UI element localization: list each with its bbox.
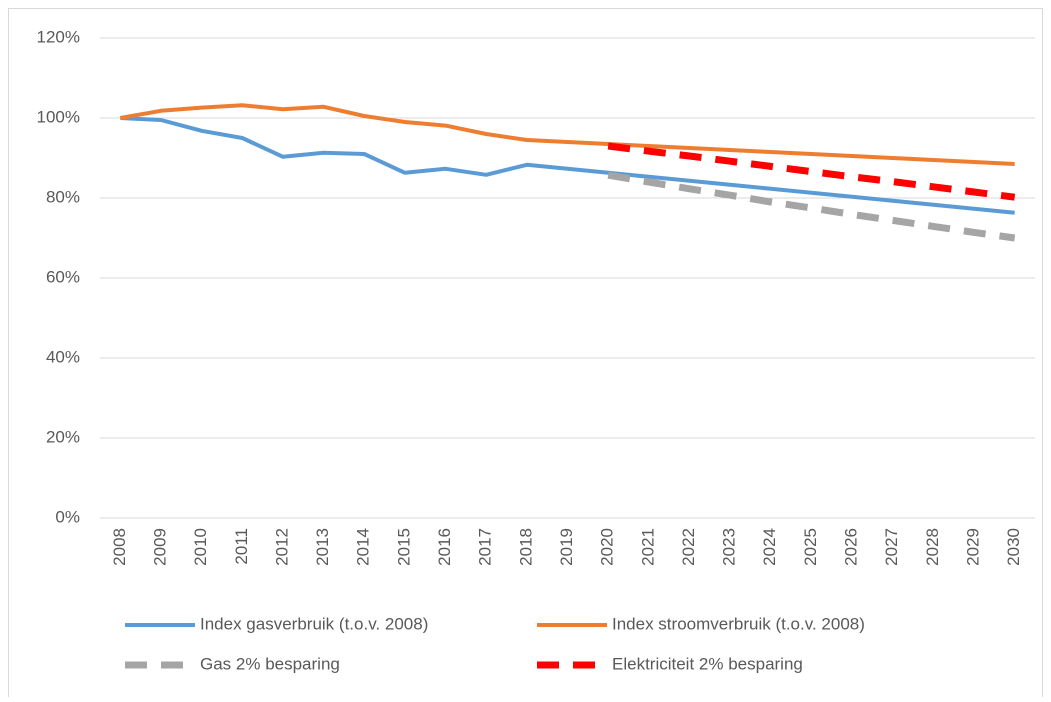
x-tick-label: 2023 [720, 528, 739, 566]
x-tick-label: 2022 [679, 528, 698, 566]
x-tick-label: 2018 [516, 528, 535, 566]
y-tick-label: 80% [46, 187, 80, 206]
series-line [120, 116, 1015, 215]
x-tick-label: 2029 [964, 528, 983, 566]
x-tick-label: 2011 [232, 528, 251, 565]
x-tick-label: 2020 [598, 528, 617, 566]
series-line [607, 171, 1016, 242]
x-tick-label: 2008 [110, 528, 129, 566]
y-tick-label: 20% [46, 427, 80, 446]
x-tick-label: 2013 [313, 528, 332, 566]
x-tick-label: 2012 [272, 528, 291, 566]
x-tick-label: 2025 [801, 528, 820, 566]
y-tick-label: 100% [37, 107, 80, 126]
legend-label: Index gasverbruik (t.o.v. 2008) [200, 614, 428, 633]
x-tick-label: 2030 [1004, 528, 1023, 566]
legend-label: Gas 2% besparing [200, 654, 340, 673]
series-line [119, 103, 1015, 166]
x-tick-label: 2027 [882, 528, 901, 566]
x-tick-label: 2015 [394, 528, 413, 566]
series-line [607, 142, 1016, 201]
x-tick-label: 2010 [191, 528, 210, 566]
x-tick-label: 2019 [557, 528, 576, 566]
y-tick-label: 0% [55, 507, 80, 526]
chart-border [8, 8, 1043, 702]
x-tick-label: 2026 [842, 528, 861, 566]
y-tick-label: 60% [46, 267, 80, 286]
x-tick-label: 2014 [354, 528, 373, 566]
legend-label: Elektriciteit 2% besparing [612, 654, 803, 673]
x-tick-label: 2009 [150, 528, 169, 566]
legend-label: Index stroomverbruik (t.o.v. 2008) [612, 614, 865, 633]
y-tick-label: 40% [46, 347, 80, 366]
x-tick-label: 2017 [476, 528, 495, 566]
y-tick-label: 120% [37, 27, 80, 46]
x-tick-label: 2024 [760, 528, 779, 566]
x-tick-label: 2016 [435, 528, 454, 566]
x-tick-label: 2021 [638, 528, 657, 566]
x-tick-label: 2028 [923, 528, 942, 566]
